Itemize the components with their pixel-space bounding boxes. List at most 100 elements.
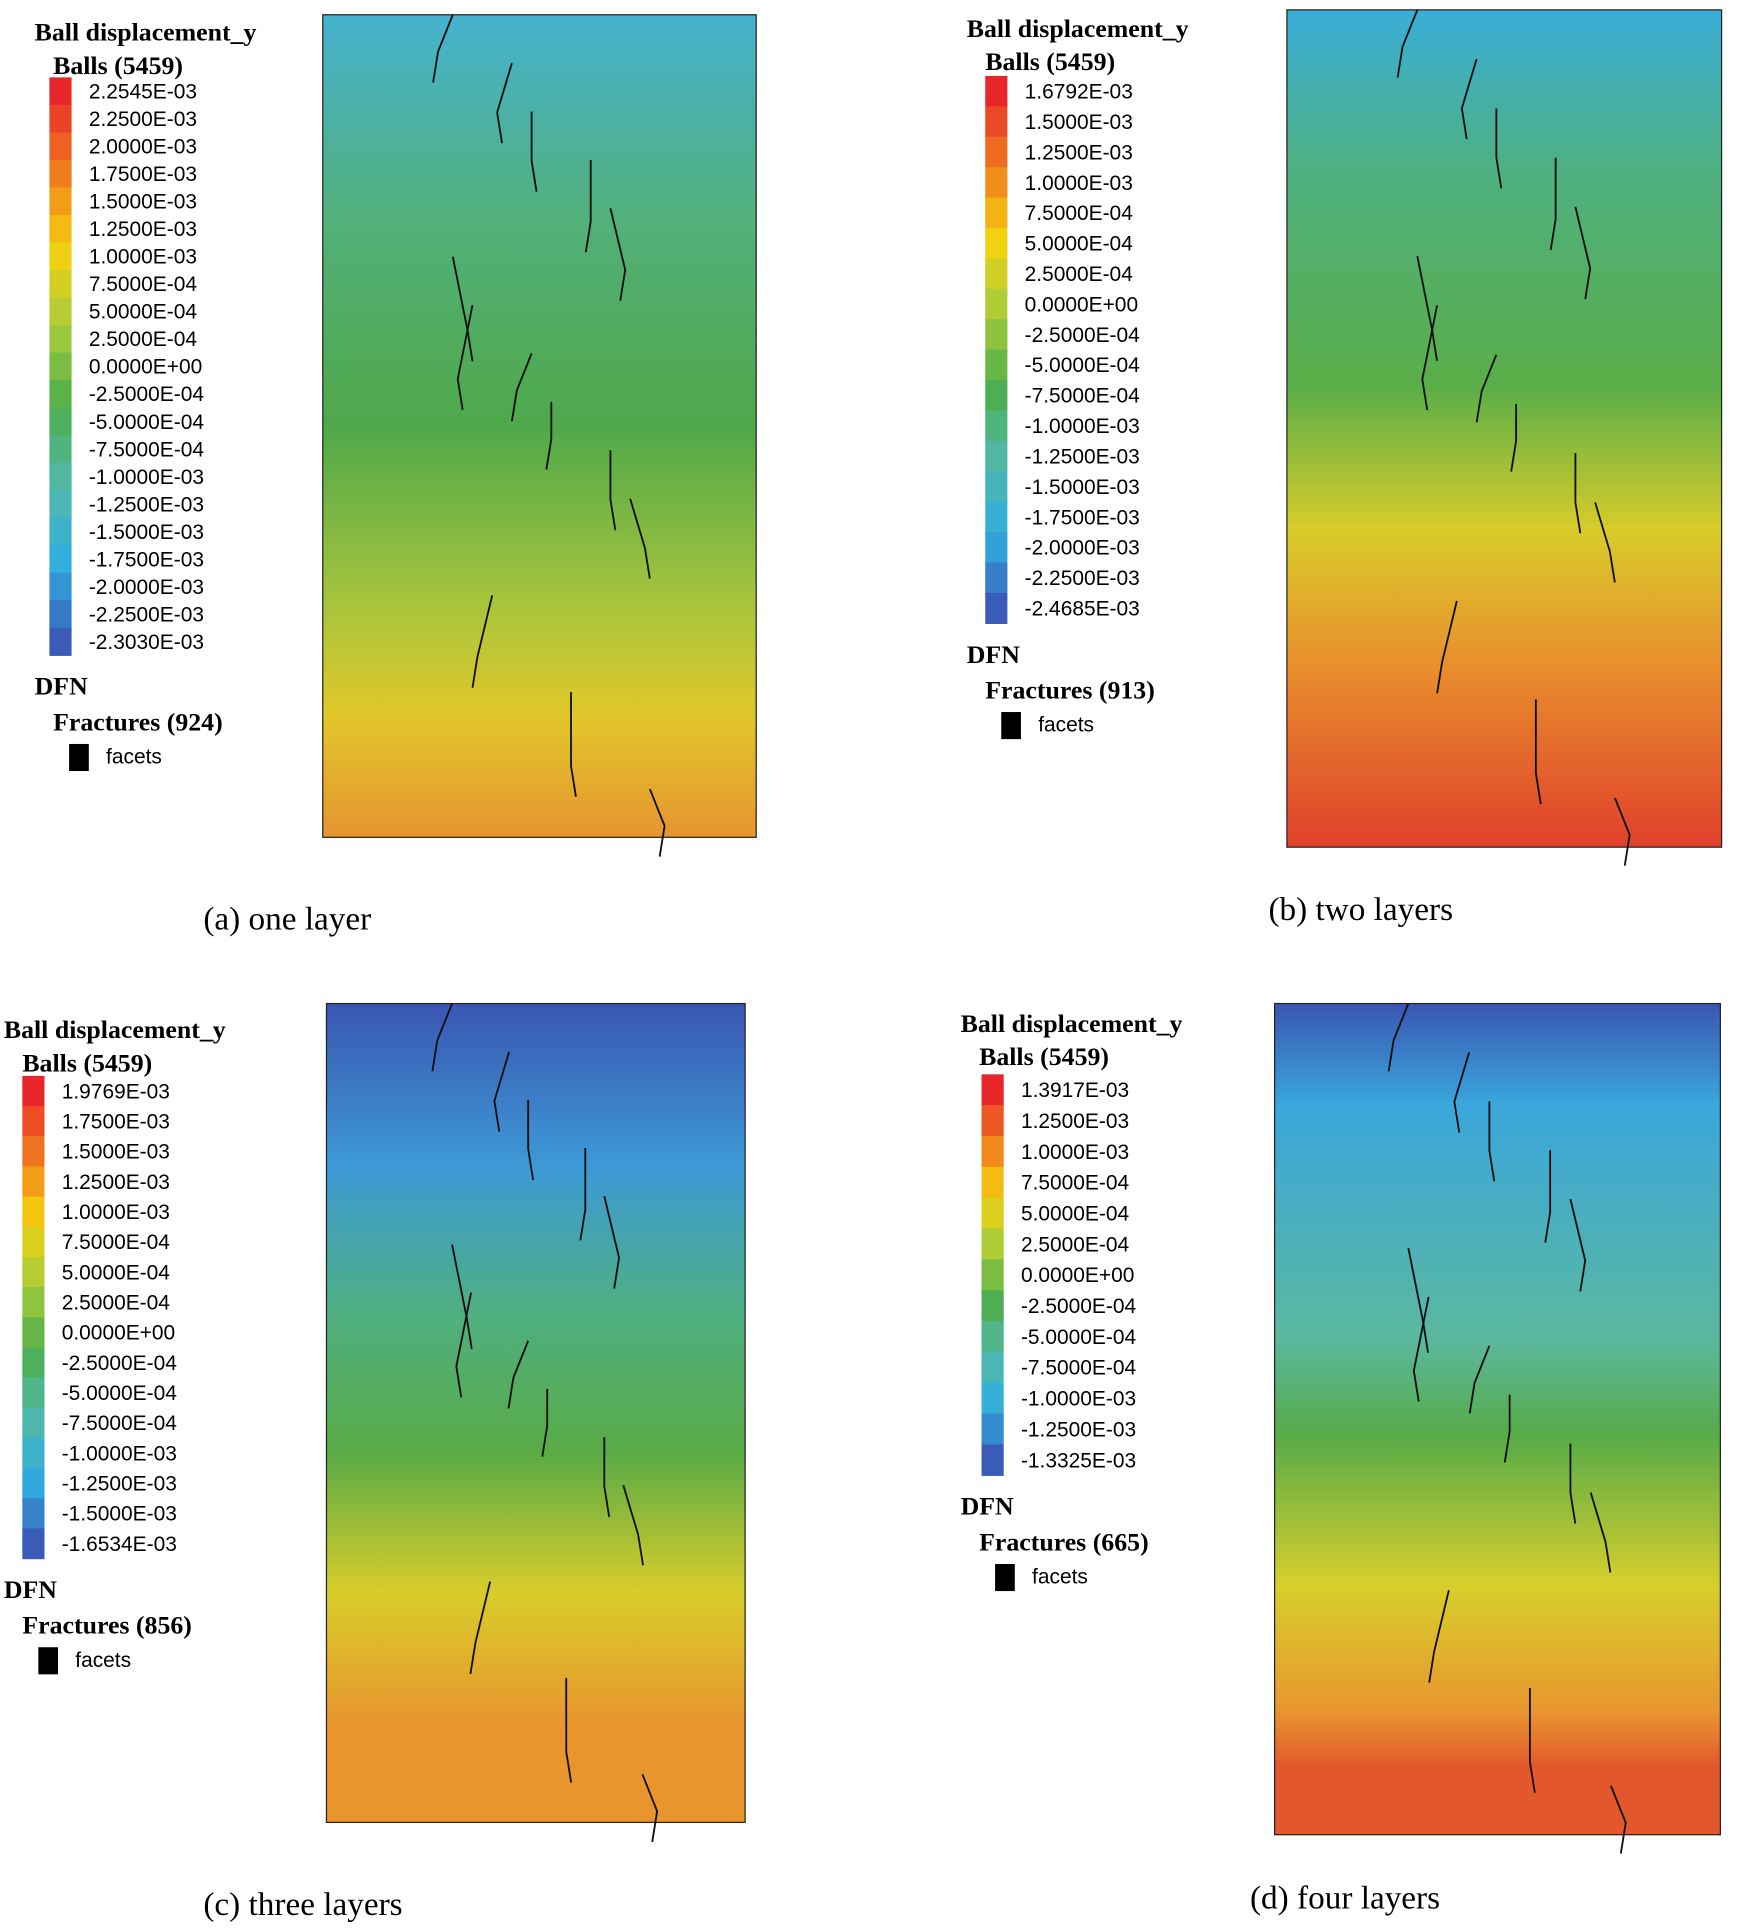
legend-entry: 1.9769E-03: [62, 1080, 170, 1103]
legend-entry: 0.0000E+00: [62, 1322, 175, 1345]
legend-entry: 7.5000E-04: [1025, 202, 1134, 225]
fracture: [541, 1388, 549, 1457]
facets-swatch: [1001, 712, 1021, 740]
fracture: [1436, 600, 1458, 694]
legend-entry: -1.0000E-03: [62, 1442, 177, 1465]
legend-entry: -1.5000E-03: [62, 1503, 177, 1526]
legend-entry: -7.5000E-04: [1025, 385, 1141, 408]
fracture: [496, 62, 513, 144]
legend-entry: 1.2500E-03: [1021, 1110, 1129, 1133]
legend-swatch: [49, 352, 72, 381]
legend-group: Balls (5459): [985, 47, 1115, 76]
facets-swatch: [995, 1563, 1015, 1592]
legend-entry: -2.5000E-04: [1025, 324, 1141, 347]
legend-entry: 1.6792E-03: [1025, 81, 1133, 104]
legend-entry: -2.0000E-03: [1025, 537, 1140, 560]
legend-entry: -1.2500E-03: [1025, 445, 1140, 468]
fracture: [584, 159, 592, 253]
legend-entry: -7.5000E-04: [89, 438, 205, 461]
legend-entry: 1.2500E-03: [1025, 141, 1133, 164]
legend-title: Ball displacement_y: [4, 1015, 226, 1044]
fracture: [1574, 206, 1592, 300]
legend-swatch: [985, 532, 1008, 564]
legend-entry: 1.2500E-03: [89, 218, 197, 241]
legend-entry: -1.0000E-03: [1021, 1388, 1136, 1411]
legend-entry: 7.5000E-04: [1021, 1172, 1130, 1195]
legend-swatch: [49, 627, 72, 656]
fracture: [1594, 502, 1616, 583]
legend-swatch: [985, 167, 1008, 199]
legend-entry: 2.0000E-03: [89, 136, 197, 159]
fracture: [545, 401, 553, 470]
legend-swatch: [985, 75, 1008, 107]
legend-swatch: [49, 187, 72, 216]
legend-entry: -2.5000E-04: [1021, 1295, 1137, 1318]
legend-entry: -1.6534E-03: [62, 1533, 177, 1556]
legend-swatch: [22, 1287, 45, 1318]
legend-entry: 1.7500E-03: [62, 1111, 170, 1134]
fracture: [1610, 1785, 1627, 1854]
legend-swatch: [985, 471, 1008, 503]
legend-swatch: [985, 562, 1008, 594]
legend-entry: -5.0000E-04: [1025, 354, 1141, 377]
legend-swatch: [22, 1437, 45, 1469]
legend-swatch: [22, 1075, 45, 1107]
legend-entry: -1.0000E-03: [1025, 415, 1140, 438]
legend-swatch: [981, 1166, 1004, 1199]
legend-swatch: [49, 104, 72, 134]
fracture: [1495, 108, 1503, 189]
dfn-label: DFN: [961, 1492, 1014, 1521]
legend-swatch: [22, 1377, 45, 1409]
fracture: [431, 1003, 453, 1072]
fracture: [622, 1484, 644, 1566]
legend-entry: 5.0000E-04: [62, 1261, 171, 1284]
legend-swatch: [985, 106, 1008, 138]
fracture: [432, 14, 454, 83]
legend-swatch: [985, 592, 1008, 624]
legend-swatch: [22, 1528, 45, 1560]
fracture: [1396, 9, 1419, 78]
legend-entry: -1.5000E-03: [1025, 476, 1140, 499]
legend-swatch: [981, 1382, 1004, 1415]
fracture: [603, 1437, 611, 1518]
legend-entry: 0.0000E+00: [1021, 1264, 1134, 1287]
fractures-label: Fractures (924): [53, 707, 223, 736]
fracture: [1407, 1247, 1429, 1353]
legend-swatch: [985, 136, 1008, 168]
legend-entry: -1.0000E-03: [89, 466, 204, 489]
legend-swatch: [981, 1136, 1004, 1168]
legend-entry: 0.0000E+00: [89, 356, 202, 379]
legend-title: Ball displacement_y: [961, 1009, 1183, 1038]
fractures-label: Fractures (856): [22, 1611, 192, 1640]
caption: (d) four layers: [1250, 1880, 1440, 1917]
fracture: [1544, 1150, 1552, 1243]
legend-swatch: [981, 1321, 1004, 1353]
fracture: [507, 1340, 530, 1409]
fracture: [1574, 453, 1582, 534]
legend-entry: 2.5000E-04: [1021, 1233, 1130, 1256]
fracture: [469, 1581, 492, 1675]
legend-swatch: [22, 1347, 45, 1379]
legend-swatch: [22, 1106, 45, 1137]
legend-swatch: [981, 1259, 1004, 1291]
legend-swatch: [22, 1196, 45, 1228]
legend-entry: -2.5000E-04: [62, 1352, 178, 1375]
legend-swatch: [981, 1444, 1004, 1476]
legend-swatch: [49, 517, 72, 546]
legend-swatch: [49, 242, 72, 271]
legend-swatch: [22, 1166, 45, 1198]
fracture: [1510, 403, 1518, 472]
fracture: [1453, 1052, 1471, 1133]
legend-entry: 2.5000E-04: [89, 328, 198, 351]
fracture: [1589, 1492, 1612, 1573]
legend-swatch: [985, 410, 1008, 442]
facets-swatch: [69, 743, 89, 772]
fracture: [451, 1244, 473, 1350]
legend-swatch: [49, 77, 72, 106]
legend-entry: -5.0000E-04: [1021, 1326, 1137, 1349]
legend-swatch: [22, 1468, 45, 1499]
legend-swatch: [985, 440, 1008, 472]
fracture: [1428, 1590, 1450, 1683]
legend-swatch: [985, 380, 1008, 412]
legend-group: Balls (5459): [53, 51, 183, 80]
